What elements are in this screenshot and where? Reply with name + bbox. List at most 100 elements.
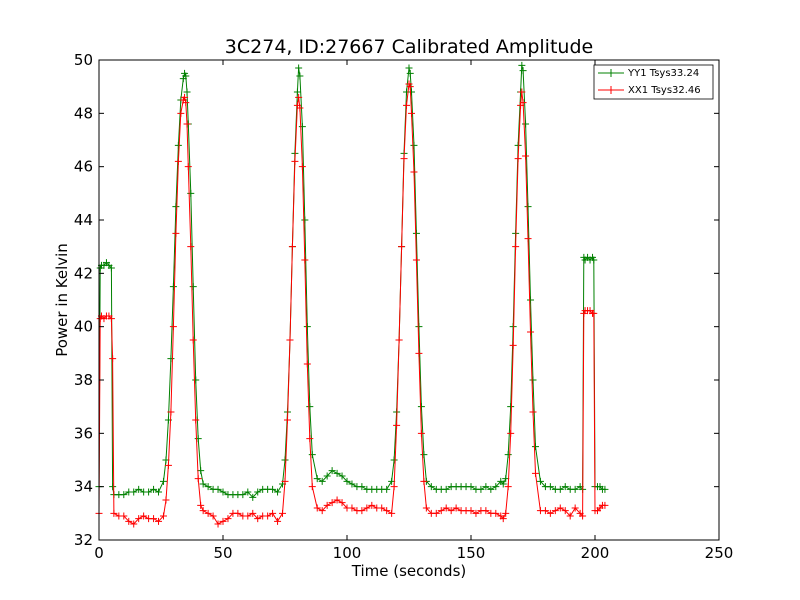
data-point-xx1 [518,88,526,96]
data-point-xx1 [395,336,403,344]
data-point-yy1 [507,403,515,411]
data-point-yy1 [561,483,569,491]
data-point-xx1 [187,243,195,251]
data-point-yy1 [172,203,180,211]
data-point-yy1 [390,456,398,464]
data-point-yy1 [298,123,306,131]
data-point-yy1 [254,488,262,496]
data-point-yy1 [546,483,554,491]
y-tick-label: 40 [74,318,93,336]
data-point-yy1 [405,64,413,72]
data-point-yy1 [189,283,197,291]
legend: YY1 Tsys33.24 XX1 Tsys32.46 [593,64,714,100]
data-point-xx1 [159,512,167,520]
data-point-xx1 [407,109,415,117]
data-point-yy1 [590,256,598,264]
data-point-xx1 [601,501,609,509]
data-point-yy1 [333,469,341,477]
data-point-xx1 [566,512,574,520]
data-point-yy1 [410,141,418,149]
data-point-yy1 [348,480,356,488]
data-point-xx1 [406,83,414,91]
data-point-xx1 [125,517,133,525]
legend-box [593,64,714,100]
data-point-yy1 [199,480,207,488]
data-point-xx1 [219,517,227,525]
data-point-xx1 [209,512,217,520]
data-point-yy1 [194,435,202,443]
plot-frame [98,59,720,541]
data-point-xx1 [467,507,475,515]
data-point-xx1 [363,504,371,512]
data-point-xx1 [403,101,411,109]
data-point-xx1 [184,163,192,171]
data-point-xx1 [328,499,336,507]
data-point-xx1 [442,504,450,512]
data-point-xx1 [182,99,190,107]
data-point-yy1 [407,88,415,96]
data-point-yy1 [343,477,351,485]
data-point-xx1 [527,328,535,336]
chart-title: 3C274, ID:27667 Calibrated Amplitude [225,36,593,58]
data-point-yy1 [174,141,182,149]
data-point-yy1 [499,480,507,488]
data-point-yy1 [303,323,311,331]
data-point-yy1 [274,488,282,496]
data-point-xx1 [388,509,396,517]
data-point-xx1 [174,157,182,165]
data-point-xx1 [522,152,530,160]
data-point-yy1 [477,485,485,493]
data-point-xx1 [224,515,232,523]
data-point-xx1 [509,341,517,349]
data-point-xx1 [192,416,200,424]
data-point-yy1 [269,485,277,493]
data-point-xx1 [303,360,311,368]
data-point-xx1 [482,507,490,515]
data-point-yy1 [281,456,289,464]
series-line-yy1 [98,65,605,499]
data-point-xx1 [546,509,554,517]
data-point-xx1 [183,120,191,128]
data-point-xx1 [164,461,172,469]
data-point-xx1 [519,99,527,107]
data-point-xx1 [169,323,177,331]
data-point-xx1 [378,504,386,512]
data-point-xx1 [264,512,272,520]
y-axis-label: Power in Kelvin [53,243,71,357]
data-point-yy1 [192,376,200,384]
data-point-yy1 [556,485,564,493]
data-point-yy1 [187,189,195,197]
data-point-xx1 [120,512,128,520]
data-point-yy1 [295,64,303,72]
data-point-yy1 [492,483,500,491]
data-point-yy1 [406,69,414,77]
data-point-yy1 [130,488,138,496]
data-point-yy1 [427,483,435,491]
data-point-xx1 [308,483,316,491]
data-point-xx1 [281,477,289,485]
data-point-xx1 [150,515,158,523]
data-point-yy1 [135,485,143,493]
x-tick-label: 100 [333,544,362,562]
data-point-xx1 [417,429,425,437]
data-point-yy1 [120,491,128,499]
data-point-xx1 [172,229,180,237]
data-point-xx1 [507,429,515,437]
data-point-yy1 [219,488,227,496]
data-point-yy1 [531,443,539,451]
data-point-yy1 [328,467,336,475]
data-point-xx1 [274,517,282,525]
y-tick-label: 32 [74,531,93,549]
data-point-yy1 [502,475,510,483]
ticks-layer: 0 50 100 150 200 250 32 34 36 38 40 42 44 46 48 50 [74,51,733,562]
data-point-yy1 [313,475,321,483]
data-point-xx1 [390,483,398,491]
data-point-yy1 [358,483,366,491]
data-point-xx1 [197,501,205,509]
data-point-yy1 [214,485,222,493]
data-point-yy1 [296,72,304,80]
data-point-yy1 [109,483,117,491]
data-point-xx1 [306,435,314,443]
x-tick-label: 50 [213,544,232,562]
series-line-xx1 [98,82,605,525]
